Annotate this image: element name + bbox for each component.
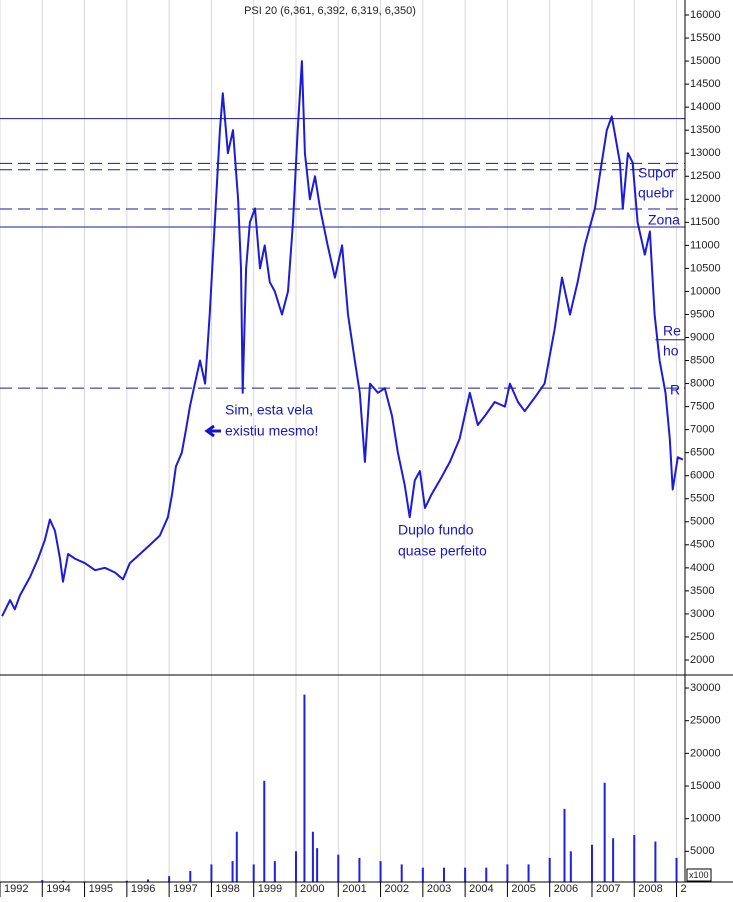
y-tick-label: 15000 [690, 780, 721, 792]
volume-bar [274, 861, 276, 884]
y-tick-label: 8500 [690, 354, 714, 366]
volume-bar [563, 809, 565, 884]
x-tick-label: 1992 [4, 883, 28, 895]
x-tick-label: 1996 [131, 883, 155, 895]
y-tick-label: 15500 [690, 32, 721, 44]
y-tick-label: 16000 [690, 9, 721, 21]
volume-bar [263, 781, 265, 884]
volume-bar [591, 845, 593, 884]
y-tick-label: 14000 [690, 101, 721, 113]
volume-bar [633, 835, 635, 884]
y-tick-label: 2500 [690, 631, 714, 643]
y-tick-label: 20000 [690, 747, 721, 759]
y-tick-label: 11500 [690, 216, 720, 228]
unit-label: x100 [689, 870, 709, 880]
x-tick-label: 1994 [46, 883, 70, 895]
x-tick-label: 1999 [258, 883, 282, 895]
x-tick-label: 2005 [511, 883, 535, 895]
annotation: quase perfeito [398, 543, 487, 559]
volume-bar [506, 864, 508, 884]
x-tick-label: 2007 [596, 883, 620, 895]
x-tick-label: 2002 [385, 883, 409, 895]
y-tick-label: 25000 [690, 715, 721, 727]
y-tick-label: 5000 [690, 516, 714, 528]
volume-bar [570, 851, 572, 884]
y-tick-label: 10000 [690, 813, 721, 825]
volume-bar [612, 838, 614, 884]
y-tick-label: 5500 [690, 493, 714, 505]
x-tick-label: 2 [681, 883, 687, 895]
y-tick-label: 9500 [690, 308, 714, 320]
x-tick-label: 1997 [173, 883, 197, 895]
y-tick-label: 2000 [690, 654, 714, 666]
y-tick-label: 7500 [690, 401, 714, 413]
y-tick-label: 13500 [690, 124, 721, 136]
x-tick-label: 2000 [300, 883, 324, 895]
volume-bar [380, 861, 382, 884]
y-tick-label: 13000 [690, 147, 721, 159]
volume-bar [312, 832, 314, 884]
x-tick-label: 2003 [427, 883, 451, 895]
x-tick-label: 2008 [638, 883, 662, 895]
y-tick-label: 11000 [690, 239, 720, 251]
volume-bar [232, 861, 234, 884]
volume-bar [295, 851, 297, 884]
volume-bar [316, 848, 318, 884]
y-tick-label: 30000 [690, 682, 721, 694]
volume-bar [604, 783, 606, 884]
y-tick-label: 12000 [690, 193, 721, 205]
y-tick-label: 14500 [690, 78, 721, 90]
chart-title: PSI 20 (6,361, 6,392, 6,319, 6,350) [244, 5, 416, 17]
annotation: Zona [648, 212, 680, 228]
y-tick-label: 4000 [690, 562, 714, 574]
annotation: Sim, esta vela [225, 402, 313, 418]
y-tick-label: 3000 [690, 608, 714, 620]
annotation: Re [663, 323, 681, 339]
annotation: existiu mesmo! [225, 423, 318, 439]
volume-bar [337, 855, 339, 884]
annotation: R [670, 382, 680, 398]
volume-bar [654, 842, 656, 884]
y-tick-label: 12500 [690, 170, 721, 182]
annotation: quebr [638, 185, 674, 201]
x-tick-label: 2004 [469, 883, 493, 895]
volume-bar [401, 864, 403, 884]
volume-bar [303, 695, 305, 884]
annotation: Supor [638, 165, 676, 181]
y-tick-label: 8000 [690, 377, 714, 389]
volume-bar [528, 864, 530, 884]
y-tick-label: 6000 [690, 470, 714, 482]
volume-bar [549, 858, 551, 884]
volume-bar [210, 864, 212, 884]
x-tick-label: 1995 [89, 883, 113, 895]
y-tick-label: 3500 [690, 585, 714, 597]
x-tick-label: 1998 [215, 883, 239, 895]
y-tick-label: 6500 [690, 447, 714, 459]
volume-bar [676, 858, 678, 884]
annotation: Duplo fundo [398, 522, 474, 538]
y-tick-label: 7000 [690, 424, 714, 436]
y-tick-label: 10500 [690, 262, 721, 274]
y-tick-label: 15000 [690, 55, 721, 67]
x-tick-label: 2006 [554, 883, 578, 895]
volume-bar [253, 864, 255, 884]
y-tick-label: 5000 [690, 845, 714, 857]
volume-bar [358, 858, 360, 884]
annotation: ho [663, 343, 679, 359]
y-tick-label: 9000 [690, 331, 714, 343]
y-tick-label: 4500 [690, 539, 714, 551]
x-tick-label: 2001 [342, 883, 366, 895]
y-tick-label: 10000 [690, 285, 721, 297]
volume-bar [236, 832, 238, 884]
